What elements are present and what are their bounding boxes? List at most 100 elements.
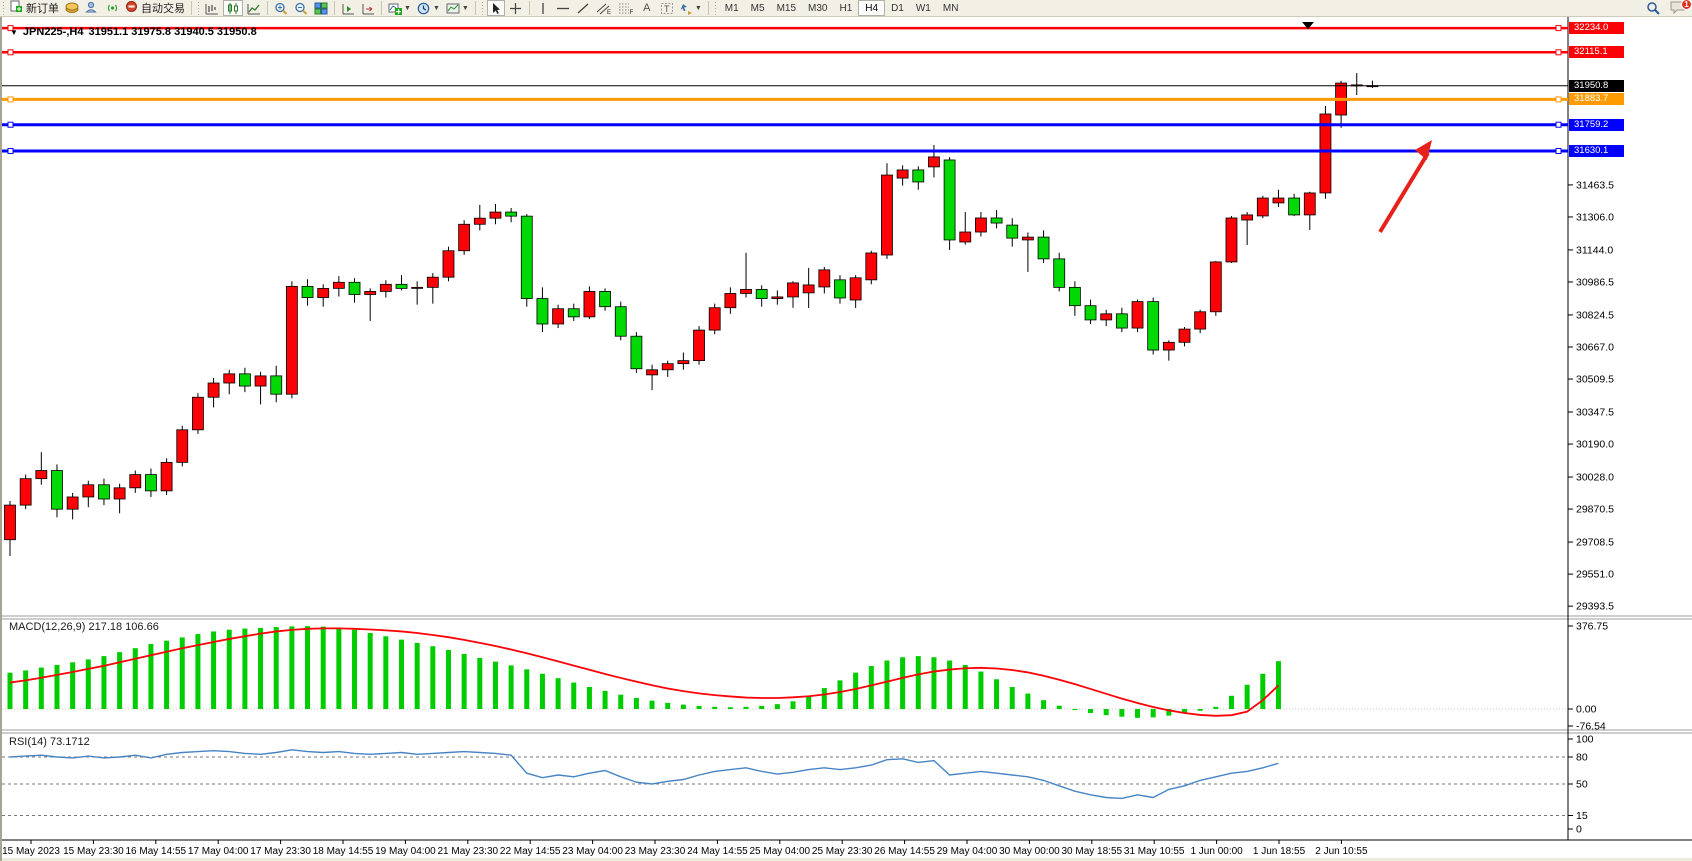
timeframe-button-d1[interactable]: D1 [891, 2, 904, 14]
signals-button[interactable] [103, 0, 121, 16]
auto-scroll-button[interactable] [359, 0, 377, 16]
price-line-label[interactable]: 31883.7 [1569, 93, 1624, 106]
candle-body [1115, 313, 1128, 329]
line-chart-mode-button[interactable] [245, 0, 263, 16]
time-axis-label: 15 May 2023 [2, 846, 60, 857]
notifications-button[interactable]: 1 [1670, 0, 1692, 17]
timeframe-button-m15[interactable]: M15 [776, 2, 797, 14]
macd-histogram-bar [524, 669, 530, 709]
candle-body [928, 156, 940, 168]
rsi-line [9, 749, 1279, 800]
line-handle[interactable] [7, 121, 14, 128]
candle-body [724, 293, 737, 309]
macd-histogram-bar [1182, 709, 1187, 714]
line-handle[interactable] [7, 96, 14, 103]
macd-histogram-bar [555, 678, 561, 709]
price-line-label[interactable]: 31630.1 [1569, 145, 1624, 157]
crosshair-tool-button[interactable] [507, 0, 525, 16]
macd-histogram-bar [289, 626, 295, 709]
line-handle[interactable] [1555, 121, 1562, 128]
horizontal-line-icon [556, 7, 569, 9]
timeframe-button-h4[interactable]: H4 [858, 0, 886, 16]
rsi-scale-label: 15 [1576, 810, 1588, 822]
macd-histogram-bar [1119, 709, 1125, 717]
candle-body [1053, 258, 1066, 288]
text-tool-button[interactable]: A [638, 0, 656, 16]
chart-symbol-period: JPN225-,H4 [22, 26, 84, 38]
arrows-tool-button[interactable]: ▼ [678, 0, 704, 16]
timeframe-button-w1[interactable]: W1 [915, 2, 931, 14]
chart-shift-marker[interactable] [1302, 22, 1314, 29]
annotation-arrow-head[interactable] [1415, 140, 1432, 160]
candle-body [160, 461, 173, 492]
toolbar-right-group: 1 [1646, 0, 1692, 17]
time-axis-label: 1 Jun 18:55 [1253, 846, 1306, 857]
time-axis-label: 2 Jun 10:55 [1315, 846, 1368, 857]
trendline-tool-button[interactable] [574, 0, 592, 16]
search-icon[interactable] [1646, 1, 1660, 15]
line-handle[interactable] [7, 49, 14, 56]
macd-histogram-bar [994, 679, 1000, 709]
candle-body [113, 487, 126, 500]
candle-body [755, 289, 768, 299]
chart-shift-button[interactable] [339, 0, 357, 16]
zoom-in-button[interactable] [272, 0, 290, 16]
toolbar-grip[interactable] [2, 1, 5, 15]
timeframe-button-m1[interactable]: M1 [724, 2, 739, 14]
candle-body [301, 285, 314, 298]
line-handle[interactable] [7, 25, 14, 32]
templates-button[interactable]: ▼ [444, 0, 471, 16]
line-handle[interactable] [1555, 96, 1562, 103]
dropdown-caret-icon: ▼ [461, 4, 469, 12]
tile-windows-button[interactable] [312, 0, 330, 16]
candle-body [1209, 261, 1222, 313]
indicators-button[interactable]: ▼ [386, 0, 413, 16]
price-line-label[interactable]: 31759.2 [1569, 118, 1624, 131]
candle-body [959, 231, 972, 243]
candle-body [536, 298, 549, 325]
macd-histogram-bar [853, 672, 859, 709]
candle-body [35, 470, 48, 480]
bar-chart-mode-button[interactable] [203, 0, 221, 16]
timeframe-button-m30[interactable]: M30 [808, 2, 828, 14]
candle-body [677, 360, 690, 365]
horizontal-line-tool-button[interactable] [554, 0, 572, 16]
candlestick-mode-button[interactable] [223, 0, 243, 16]
line-handle[interactable] [7, 148, 14, 154]
candle-body [395, 283, 408, 289]
macd-histogram-bar [132, 648, 138, 709]
line-handle[interactable] [1555, 49, 1562, 56]
bottom-strip [2, 858, 1692, 861]
time-axis-label: 29 May 04:00 [937, 846, 998, 857]
cursor-tool-button[interactable] [486, 0, 505, 16]
toolbar-grip[interactable] [480, 1, 484, 15]
bid-price-label[interactable]: 31950.8 [1569, 79, 1624, 92]
line-handle[interactable] [1555, 148, 1562, 154]
timeframe-button-h1[interactable]: H1 [839, 2, 853, 14]
market-watch-button[interactable] [63, 0, 81, 16]
price-line-label[interactable]: 32115.1 [1569, 46, 1624, 59]
annotation-arrow[interactable] [1378, 151, 1430, 234]
zoom-out-button[interactable] [292, 0, 310, 16]
time-axis-label: 31 May 10:55 [1124, 846, 1185, 857]
auto-trading-button[interactable]: 自动交易 [123, 0, 187, 16]
candle-body [896, 169, 909, 179]
timeframe-button-mn[interactable]: MN [942, 2, 959, 14]
toolbar-grip[interactable] [197, 1, 200, 15]
new-order-button[interactable]: 新订单 [8, 0, 61, 16]
price-line-label[interactable]: 32234.0 [1569, 22, 1624, 35]
toolbar-grip[interactable] [713, 1, 717, 15]
accounts-button[interactable] [83, 0, 101, 16]
line-handle[interactable] [1555, 25, 1562, 32]
chevron-down-icon[interactable]: ▼ [10, 27, 18, 37]
equidistant-channel-tool-button[interactable]: E [594, 0, 614, 16]
periods-button[interactable]: ▼ [415, 0, 442, 16]
vertical-line-tool-button[interactable] [534, 0, 552, 16]
candle-body [1037, 236, 1050, 260]
fibonacci-tool-button[interactable]: F [616, 0, 636, 16]
text-label-tool-button[interactable]: T [658, 0, 676, 16]
price-axis-tick-label: 30347.5 [1576, 407, 1614, 419]
timeframe-button-m5[interactable]: M5 [750, 2, 765, 14]
chart-canvas[interactable]: 31463.5 31306.0 31144.0 30986.5 30824.5 30667… [2, 17, 1692, 861]
